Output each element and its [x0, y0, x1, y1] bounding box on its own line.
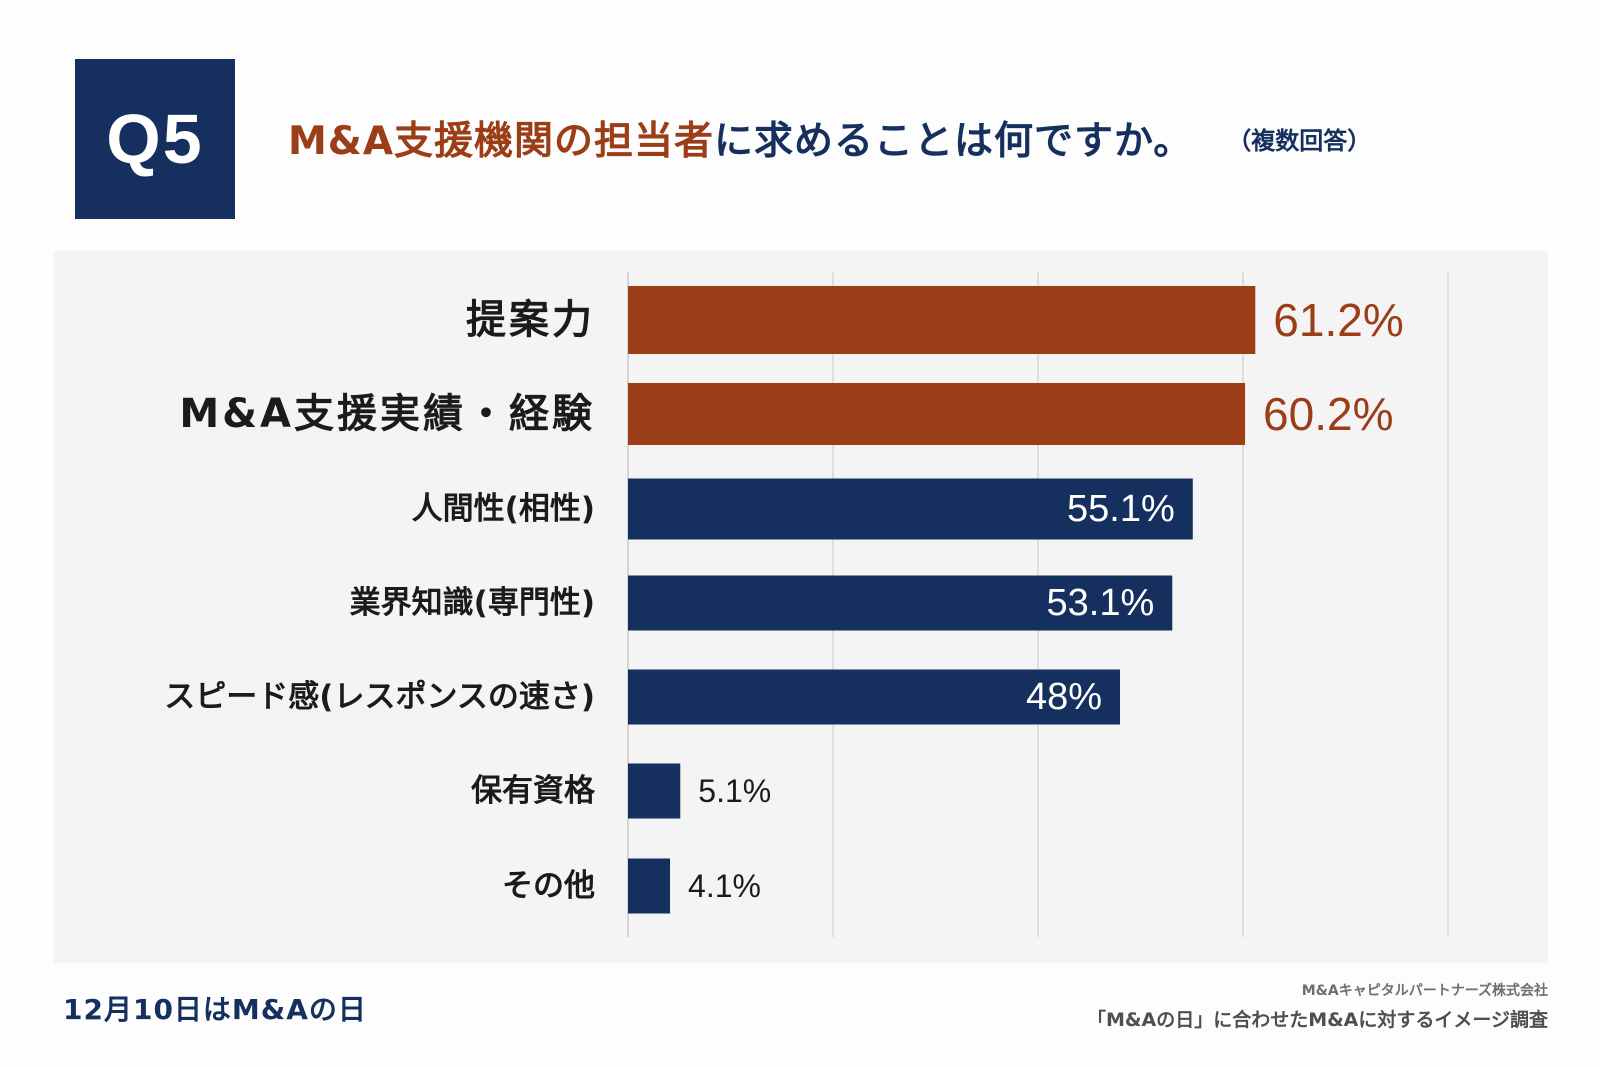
value-label-3: 53.1%: [1047, 582, 1155, 624]
campaign-label: 12月10日はM&Aの日: [63, 993, 367, 1026]
category-label-3: 業界知識(専門性): [350, 585, 595, 621]
category-label-6: その他: [502, 868, 595, 904]
category-label-0: 提案力: [466, 297, 595, 343]
value-label-2: 55.1%: [1067, 488, 1175, 530]
value-label-0: 61.2%: [1273, 294, 1403, 346]
value-label-6: 4.1%: [688, 868, 761, 904]
value-label-4: 48%: [1026, 676, 1102, 718]
title-rest: に求めることは何ですか。: [714, 119, 1194, 164]
bar-4: [628, 669, 1120, 725]
bar-6: [628, 858, 671, 914]
category-label-1: M&A支援実績・経験: [179, 391, 595, 437]
survey-name: 「M&Aの日」に合わせたM&Aに対するイメージ調査: [1087, 1009, 1548, 1031]
category-label-4: スピード感(レスポンスの速さ): [164, 679, 595, 715]
title-highlight: M&A支援機関の担当者: [288, 119, 715, 164]
category-label-5: 保有資格: [471, 773, 596, 809]
bar-3: [628, 575, 1173, 631]
value-label-5: 5.1%: [698, 773, 771, 809]
bar-0: [628, 286, 1256, 354]
bar-5: [628, 763, 681, 819]
question-number-badge: Q5: [75, 59, 235, 219]
company-name: M&Aキャピタルパートナーズ株式会社: [1301, 983, 1548, 999]
answer-type-note: （複数回答）: [1227, 126, 1372, 155]
bar-2: [628, 478, 1193, 540]
category-label-2: 人間性(相性): [412, 491, 595, 527]
bar-1: [628, 383, 1246, 445]
value-label-1: 60.2%: [1263, 388, 1393, 440]
page-title: M&A支援機関の担当者 に求めることは何ですか。 （複数回答）: [288, 108, 1371, 168]
